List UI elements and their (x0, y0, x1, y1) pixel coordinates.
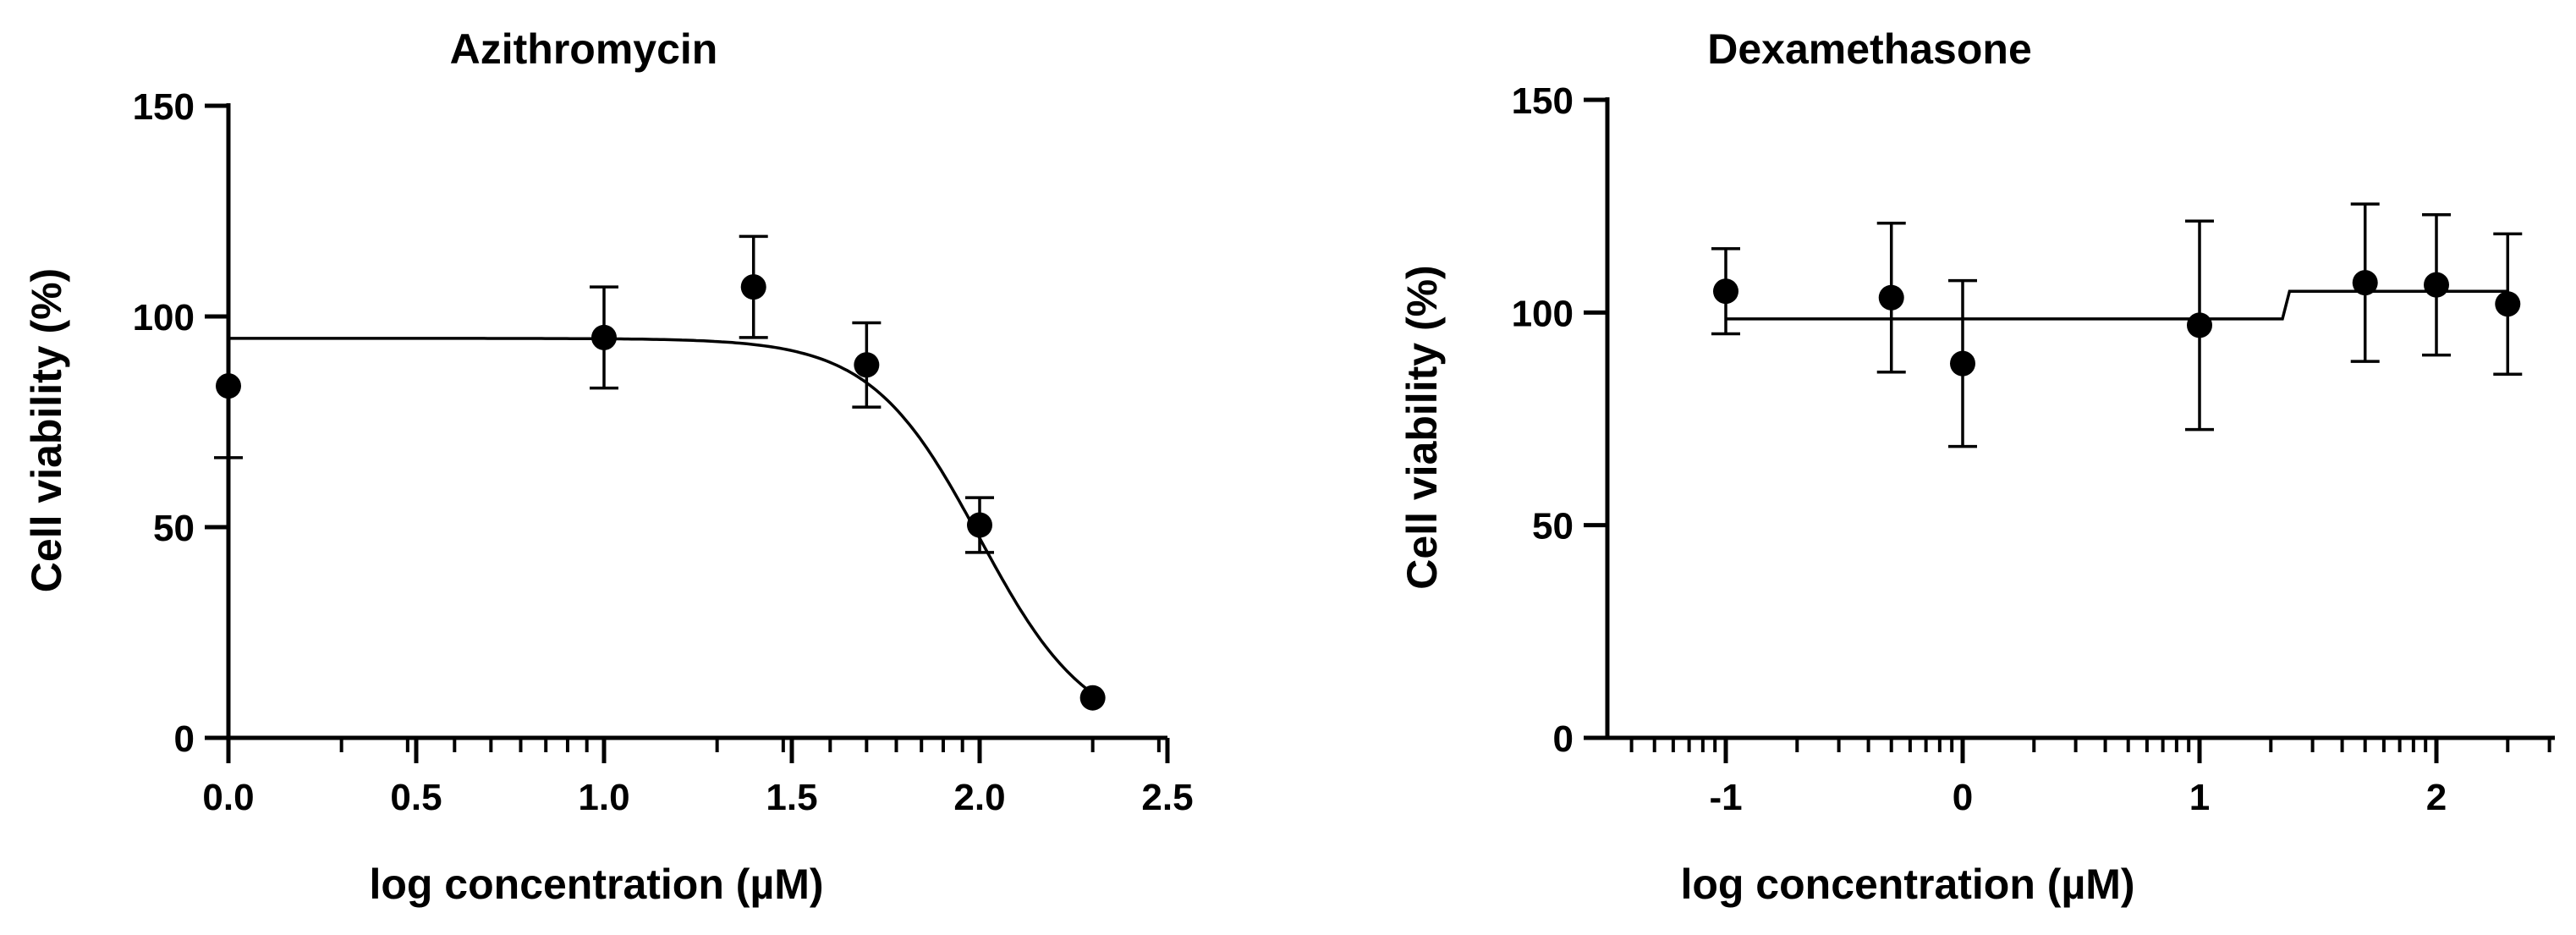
data-point (2187, 312, 2212, 338)
x-tick-label: 0 (1953, 777, 1973, 818)
chart-dexamethasone: Dexamethasone 0 50 100 150 -1 0 1 2 log concentra… (1398, 25, 2555, 908)
y-tick-label: 100 (133, 297, 195, 338)
data-point (1878, 284, 1904, 311)
x-axis-label: log concentration (µM) (369, 861, 823, 908)
x-tick-label: 2.0 (953, 777, 1005, 818)
x-axis-label: log concentration (µM) (1680, 861, 2134, 908)
x-tick-label: 2.5 (1141, 777, 1193, 818)
data-point (2424, 272, 2449, 298)
x-tick-label: 2 (2426, 777, 2447, 818)
data-point (1079, 685, 1106, 711)
y-tick-label: 0 (1553, 718, 1574, 760)
data-point (591, 324, 617, 350)
x-tick-label: 1.0 (578, 777, 629, 818)
x-tick-label: 0.0 (202, 777, 254, 818)
y-tick-label: 0 (174, 718, 195, 760)
y-axis-label: Cell viability (%) (1398, 265, 1446, 589)
chart-azithromycin: Azithromycin 0 50 100 150 0.0 0.5 1.0 1.5 2.0 2.5 l… (23, 25, 1194, 908)
x-tick-label: -1 (1709, 777, 1742, 818)
fit-curve (1726, 289, 2508, 321)
y-tick-label: 150 (133, 86, 195, 128)
fit-curve (228, 337, 1094, 695)
x-tick-label: 1.5 (766, 777, 817, 818)
data-point (967, 512, 992, 538)
data-point (2352, 270, 2378, 296)
y-axis-label: Cell viability (%) (23, 268, 70, 592)
data-point (740, 274, 766, 300)
chart-title: Azithromycin (450, 25, 718, 73)
y-tick-label: 150 (1512, 80, 1574, 122)
y-tick-label: 100 (1512, 293, 1574, 334)
chart-title: Dexamethasone (1707, 25, 2032, 73)
data-point (1950, 350, 1975, 377)
y-tick-label: 50 (1532, 506, 1574, 547)
data-point (854, 352, 880, 378)
x-tick-label: 0.5 (390, 777, 442, 818)
data-point (1713, 278, 1738, 305)
y-tick-label: 50 (153, 508, 195, 549)
x-tick-label: 1 (2189, 777, 2210, 818)
data-point (2495, 291, 2521, 317)
data-point (216, 373, 241, 399)
